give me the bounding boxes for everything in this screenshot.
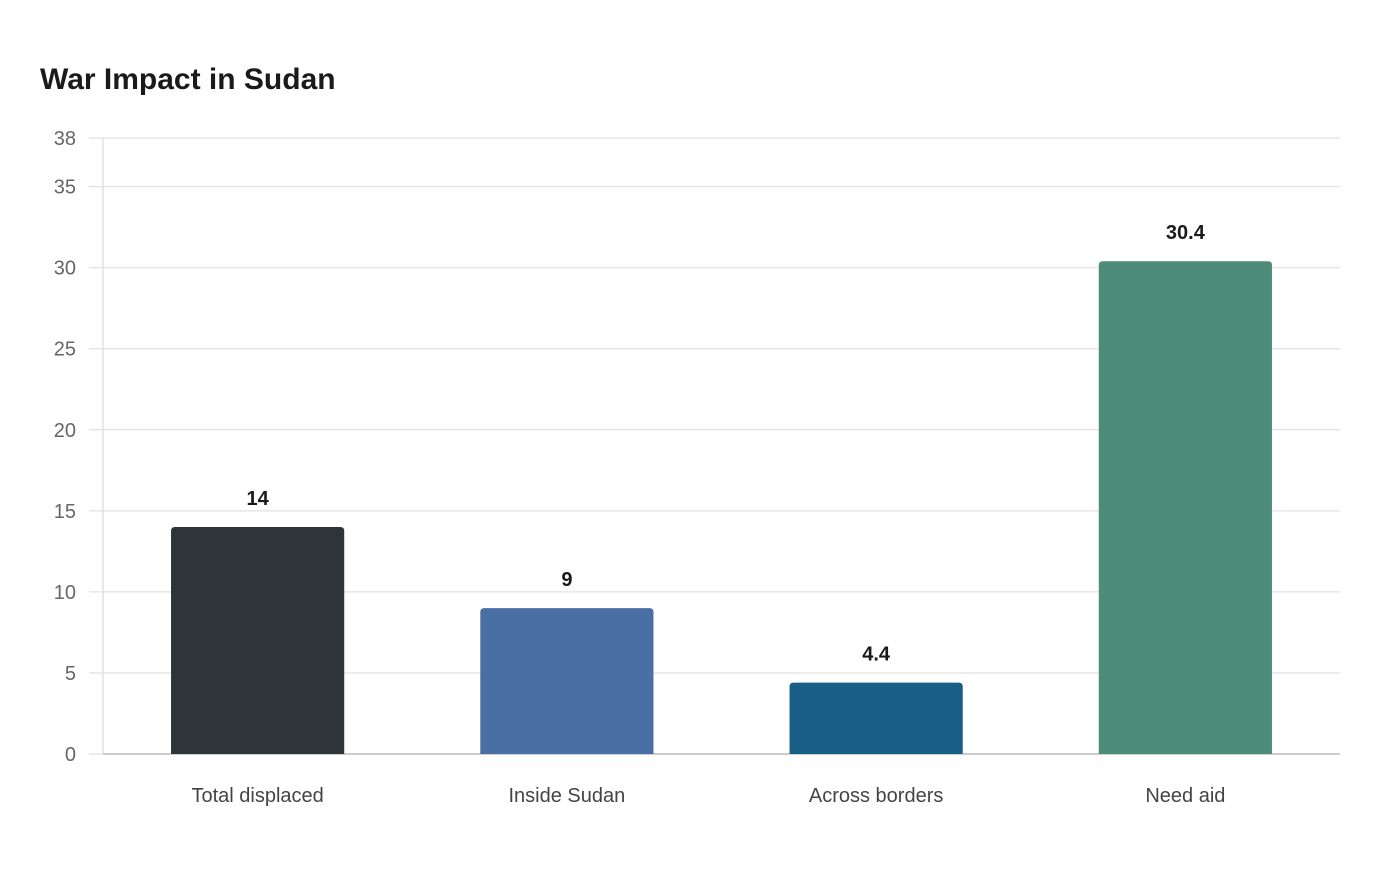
y-tick-label: 35 <box>54 177 76 199</box>
bars <box>171 261 1272 754</box>
y-tick-label: 25 <box>54 339 76 361</box>
y-tick-label: 38 <box>54 128 76 150</box>
data-label: 14 <box>247 488 270 510</box>
x-tick-label: Across borders <box>809 785 944 807</box>
x-tick-label: Total displaced <box>191 785 323 807</box>
y-tick-label: 30 <box>54 258 76 280</box>
y-tick-label: 10 <box>54 582 76 604</box>
labels: 0 5 10 15 20 25 30 35 38 14 Total displaced 9 Inside… <box>54 128 1226 807</box>
x-tick-label: Need aid <box>1145 785 1225 807</box>
data-label: 9 <box>561 569 572 591</box>
y-tick-label: 15 <box>54 501 76 523</box>
y-tick-label: 5 <box>65 663 76 685</box>
chart-title: War Impact in Sudan <box>40 63 336 96</box>
data-label: 30.4 <box>1166 222 1206 244</box>
bar <box>480 608 654 754</box>
x-tick-label: Inside Sudan <box>508 785 625 807</box>
y-tick-label: 20 <box>54 420 76 442</box>
y-tick-label: 0 <box>65 744 76 766</box>
bar <box>1098 261 1272 754</box>
data-label: 4.4 <box>862 644 891 666</box>
bar <box>789 682 963 754</box>
bar <box>171 527 345 754</box>
